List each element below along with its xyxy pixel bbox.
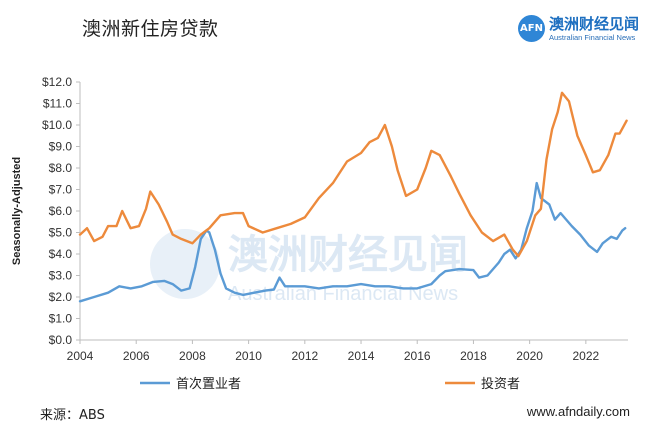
- investors-line: [78, 91, 628, 258]
- y-tick-label: $10.0: [42, 118, 72, 132]
- legend-label: 投资者: [481, 376, 520, 392]
- legend-label: 首次置业者: [176, 376, 241, 392]
- brand-block: AFN 澳洲财经见闻 Australian Financial News: [518, 12, 646, 46]
- x-tick-label: 2016: [404, 349, 431, 363]
- website-link[interactable]: www.afndaily.com: [526, 404, 630, 419]
- y-tick-label: $2.0: [49, 290, 73, 304]
- y-tick-label: $11.0: [43, 97, 72, 111]
- x-tick-label: 2006: [123, 349, 150, 363]
- first-home-buyers-line: [78, 181, 627, 303]
- y-tick-label: $4.0: [49, 247, 73, 261]
- y-tick-label: $0.0: [49, 333, 73, 347]
- y-tick-label: $3.0: [49, 269, 73, 283]
- afn-logo-icon: AFN: [518, 15, 545, 42]
- y-tick-label: $12.0: [42, 75, 72, 89]
- x-tick-label: 2004: [67, 349, 94, 363]
- x-tick-label: 2022: [572, 349, 599, 363]
- y-tick-label: $8.0: [49, 161, 73, 175]
- y-tick-label: $5.0: [49, 226, 73, 240]
- brand-name-en: Australian Financial News: [549, 33, 636, 42]
- series-layer: [78, 91, 628, 303]
- x-tick-label: 2010: [235, 349, 262, 363]
- x-tick-label: 2012: [291, 349, 318, 363]
- y-tick-label: $7.0: [49, 183, 73, 197]
- watermark: 澳洲财经见闻 Australian Financial News: [150, 229, 468, 305]
- y-tick-label: $1.0: [49, 312, 73, 326]
- watermark-cn: 澳洲财经见闻: [228, 232, 468, 278]
- legend: 首次置业者 投资者: [140, 376, 520, 392]
- x-tick-label: 2014: [348, 349, 375, 363]
- y-tick-label: $6.0: [49, 204, 73, 218]
- axes: $0.0 $1.0 $2.0 $3.0 $4.0 $5.0 $6.0 $7.0 $8.0 $9.0…: [11, 75, 628, 363]
- x-tick-label: 2020: [516, 349, 543, 363]
- y-tick-label: $9.0: [49, 140, 73, 154]
- chart-title: 澳洲新住房贷款: [82, 18, 219, 40]
- x-tick-label: 2008: [179, 349, 206, 363]
- source-note: 来源：ABS: [40, 408, 105, 423]
- line-chart: 澳洲财经见闻 Australian Financial News $0.0 $1.…: [11, 75, 628, 392]
- x-tick-label: 2018: [460, 349, 487, 363]
- y-axis-label: Seasonally-Adjusted: [11, 157, 23, 265]
- brand-name-cn: 澳洲财经见闻: [549, 15, 640, 33]
